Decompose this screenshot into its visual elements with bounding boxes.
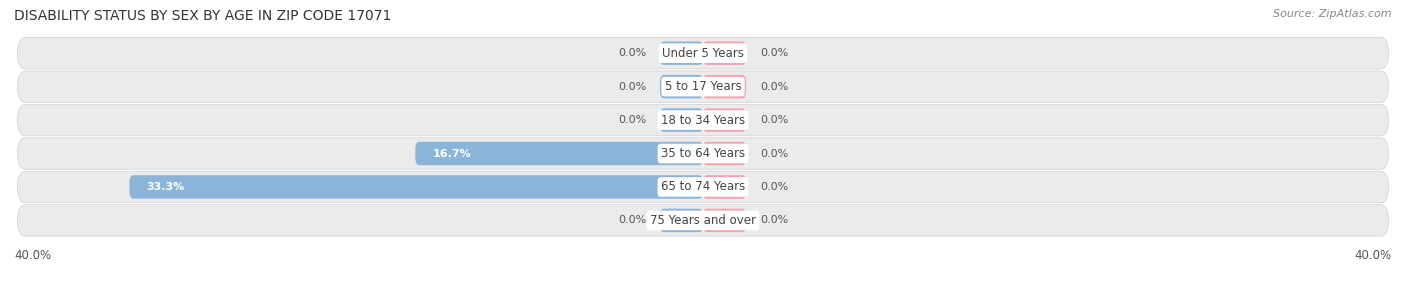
Text: DISABILITY STATUS BY SEX BY AGE IN ZIP CODE 17071: DISABILITY STATUS BY SEX BY AGE IN ZIP C…	[14, 9, 391, 23]
Text: 40.0%: 40.0%	[14, 249, 51, 262]
Text: 65 to 74 Years: 65 to 74 Years	[661, 181, 745, 193]
FancyBboxPatch shape	[703, 109, 747, 132]
FancyBboxPatch shape	[17, 171, 1389, 203]
FancyBboxPatch shape	[703, 41, 747, 65]
FancyBboxPatch shape	[17, 71, 1389, 102]
Text: 35 to 64 Years: 35 to 64 Years	[661, 147, 745, 160]
Text: 40.0%: 40.0%	[1355, 249, 1392, 262]
FancyBboxPatch shape	[659, 109, 703, 132]
Text: 5 to 17 Years: 5 to 17 Years	[665, 80, 741, 93]
Text: 0.0%: 0.0%	[759, 48, 789, 58]
FancyBboxPatch shape	[415, 142, 703, 165]
Text: 33.3%: 33.3%	[146, 182, 186, 192]
Text: 0.0%: 0.0%	[759, 216, 789, 225]
Text: 0.0%: 0.0%	[759, 115, 789, 125]
FancyBboxPatch shape	[17, 205, 1389, 236]
FancyBboxPatch shape	[659, 41, 703, 65]
FancyBboxPatch shape	[659, 75, 703, 98]
FancyBboxPatch shape	[129, 175, 703, 199]
Text: 18 to 34 Years: 18 to 34 Years	[661, 114, 745, 126]
Text: 0.0%: 0.0%	[759, 149, 789, 158]
FancyBboxPatch shape	[703, 209, 747, 232]
FancyBboxPatch shape	[703, 175, 747, 199]
Text: 0.0%: 0.0%	[617, 48, 647, 58]
FancyBboxPatch shape	[703, 142, 747, 165]
Text: 16.7%: 16.7%	[433, 149, 471, 158]
Text: Under 5 Years: Under 5 Years	[662, 47, 744, 60]
Text: 0.0%: 0.0%	[617, 216, 647, 225]
FancyBboxPatch shape	[659, 209, 703, 232]
Text: 75 Years and over: 75 Years and over	[650, 214, 756, 227]
FancyBboxPatch shape	[17, 138, 1389, 169]
FancyBboxPatch shape	[17, 37, 1389, 69]
FancyBboxPatch shape	[703, 75, 747, 98]
FancyBboxPatch shape	[17, 104, 1389, 136]
Text: 0.0%: 0.0%	[617, 115, 647, 125]
Text: Source: ZipAtlas.com: Source: ZipAtlas.com	[1274, 9, 1392, 19]
Text: 0.0%: 0.0%	[617, 82, 647, 92]
Text: 0.0%: 0.0%	[759, 182, 789, 192]
Text: 0.0%: 0.0%	[759, 82, 789, 92]
